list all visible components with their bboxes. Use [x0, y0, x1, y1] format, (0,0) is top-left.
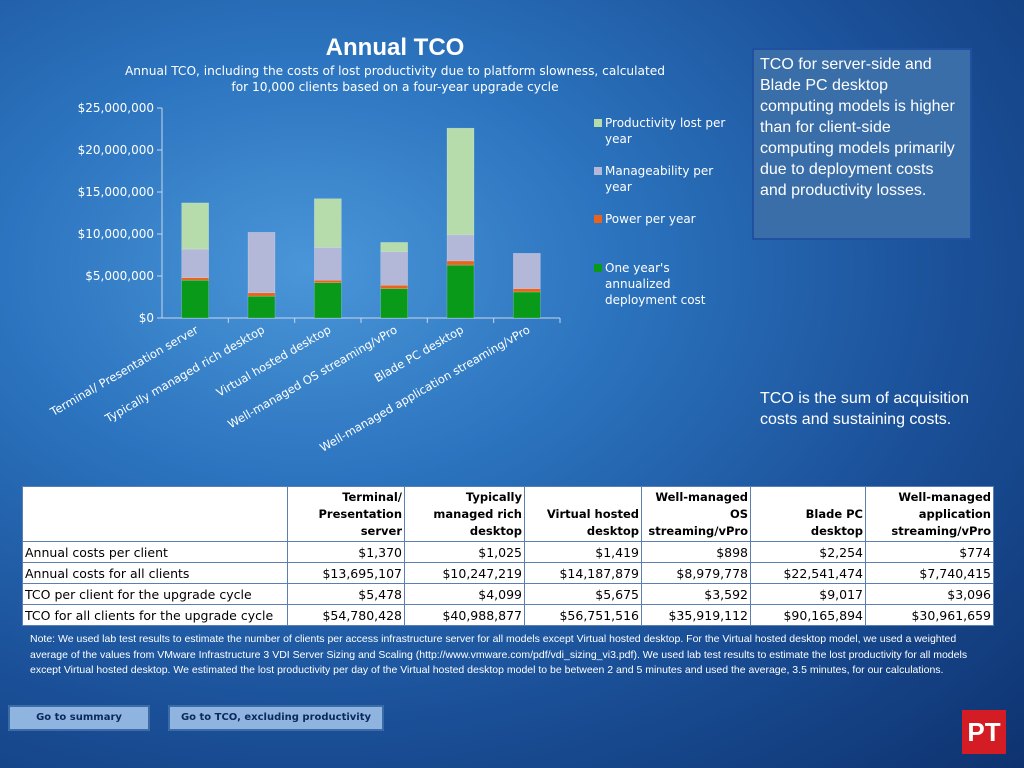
legend-label: deployment cost: [605, 293, 706, 307]
chart-subtitle: Annual TCO, including the costs of lost …: [0, 63, 790, 95]
bar-segment: [314, 279, 342, 283]
table-cell: $4,099: [404, 583, 525, 605]
table-cell: $7,740,415: [865, 562, 994, 584]
chart-subtitle-line-1: Annual TCO, including the costs of lost …: [124, 64, 666, 78]
table-cell: $40,988,877: [404, 604, 525, 626]
bar-segment: [513, 253, 541, 289]
y-tick-label: $15,000,000: [78, 185, 154, 199]
bar-segment: [247, 292, 276, 297]
bar-segment: [314, 247, 342, 281]
y-tick-label: $20,000,000: [78, 143, 154, 157]
table-row: TCO for all clients for the upgrade cycl…: [22, 604, 994, 626]
table-cell: $8,979,778: [641, 562, 751, 584]
legend-label: year: [605, 180, 632, 194]
legend-label: Manageability per: [605, 164, 713, 178]
table-header: Terminal/ Presentation server: [287, 486, 405, 542]
table-cell: $10,247,219: [404, 562, 525, 584]
x-category-label: Virtual hosted desktop: [214, 322, 334, 399]
tco-table: Terminal/ Presentation server Typically …: [22, 486, 994, 626]
go-to-tco-excluding-productivity-button[interactable]: Go to TCO, excluding productivity: [168, 705, 384, 731]
y-tick-label: $10,000,000: [78, 227, 154, 241]
bar-segment: [181, 279, 209, 319]
table-cell: $30,961,659: [865, 604, 994, 626]
table-cell: TCO per client for the upgrade cycle: [22, 583, 288, 605]
bar-segment: [181, 248, 209, 278]
table-cell: $56,751,516: [524, 604, 642, 626]
callout-secondary: TCO is the sum of acquisition costs and …: [760, 390, 969, 428]
chart-title: Annual TCO: [325, 34, 465, 61]
table-cell: $54,780,428: [287, 604, 405, 626]
table-header: Typically managed rich desktop: [404, 486, 525, 542]
table-cell: $1,025: [404, 541, 525, 563]
footnote-link[interactable]: http://www.vmware.com/pdf/vdi_sizing_vi3…: [419, 648, 634, 661]
table-cell: $1,370: [287, 541, 405, 563]
bar-segment: [247, 295, 276, 319]
legend-label: Power per year: [605, 212, 696, 226]
footnote: Note: We used lab test results to estima…: [30, 632, 996, 679]
table-cell: $90,165,894: [750, 604, 866, 626]
table-cell: $35,919,112: [641, 604, 751, 626]
legend-swatch: [594, 119, 602, 127]
go-to-summary-button[interactable]: Go to summary: [8, 705, 150, 731]
bar-segment: [247, 232, 276, 294]
legend-swatch: [594, 264, 602, 272]
bar-segment: [446, 260, 475, 266]
table-row: Annual costs for all clients $13,695,107…: [22, 562, 994, 584]
bar-segment: [446, 127, 475, 236]
legend-label: One year's: [605, 261, 670, 275]
y-tick-label: $0: [139, 311, 154, 325]
table-cell: $1,419: [524, 541, 642, 563]
table-header: [22, 486, 288, 542]
table-cell: Annual costs per client: [22, 541, 288, 563]
callout-main: TCO for server-side and Blade PC desktop…: [752, 48, 972, 240]
table-row: TCO per client for the upgrade cycle $5,…: [22, 583, 994, 605]
table-cell: $2,254: [750, 541, 866, 563]
table-cell: $898: [641, 541, 751, 563]
legend-swatch: [594, 167, 602, 175]
table-cell: $14,187,879: [524, 562, 642, 584]
table-cell: Annual costs for all clients: [22, 562, 288, 584]
table-header: Well-managed OS streaming/vPro: [641, 486, 751, 542]
table-cell: $9,017: [750, 583, 866, 605]
bar-segment: [181, 202, 209, 250]
legend-label: Productivity lost per: [605, 116, 725, 130]
bar-segment: [181, 277, 209, 281]
legend-label: year: [605, 132, 632, 146]
pt-logo: PT: [962, 710, 1006, 754]
legend-swatch: [594, 215, 602, 223]
bar-segment: [446, 234, 475, 262]
table-header: Virtual hosted desktop: [524, 486, 642, 542]
bar-segment: [380, 242, 408, 252]
footnote-text-after: ). We used lab test results to estimate …: [30, 648, 968, 677]
bar-segment: [380, 251, 408, 286]
bar-segment: [380, 288, 408, 319]
footnote-text-before: Note: We used lab test results to estima…: [30, 633, 957, 661]
table-cell: $774: [865, 541, 994, 563]
chart-subtitle-line-2: for 10,000 clients based on a four-year …: [231, 80, 559, 94]
y-tick-label: $5,000,000: [85, 269, 154, 283]
table-header: Blade PC desktop: [750, 486, 866, 542]
table-cell: $5,478: [287, 583, 405, 605]
bar-segment: [513, 288, 541, 293]
table-cell: $3,096: [865, 583, 994, 605]
legend-label: annualized: [605, 277, 671, 291]
bar-segment: [446, 264, 475, 319]
table-cell: $13,695,107: [287, 562, 405, 584]
tco-stacked-bar-chart: $0 $5,000,000 $10,000,000 $15,000,000 $20,00…: [47, 101, 725, 455]
bar-segment: [314, 198, 342, 248]
table-cell: $22,541,474: [750, 562, 866, 584]
svg-text:PT: PT: [967, 717, 1000, 747]
table-cell: $5,675: [524, 583, 642, 605]
y-tick-label: $25,000,000: [78, 101, 154, 115]
table-cell: TCO for all clients for the upgrade cycl…: [22, 604, 288, 626]
table-header-row: Terminal/ Presentation server Typically …: [22, 486, 994, 542]
table-row: Annual costs per client $1,370 $1,025 $1…: [22, 541, 994, 563]
bar-segment: [513, 291, 541, 319]
bar-segment: [380, 284, 408, 289]
table-header: Well-managed application streaming/vPro: [865, 486, 994, 542]
bar-segment: [314, 282, 342, 319]
table-cell: $3,592: [641, 583, 751, 605]
